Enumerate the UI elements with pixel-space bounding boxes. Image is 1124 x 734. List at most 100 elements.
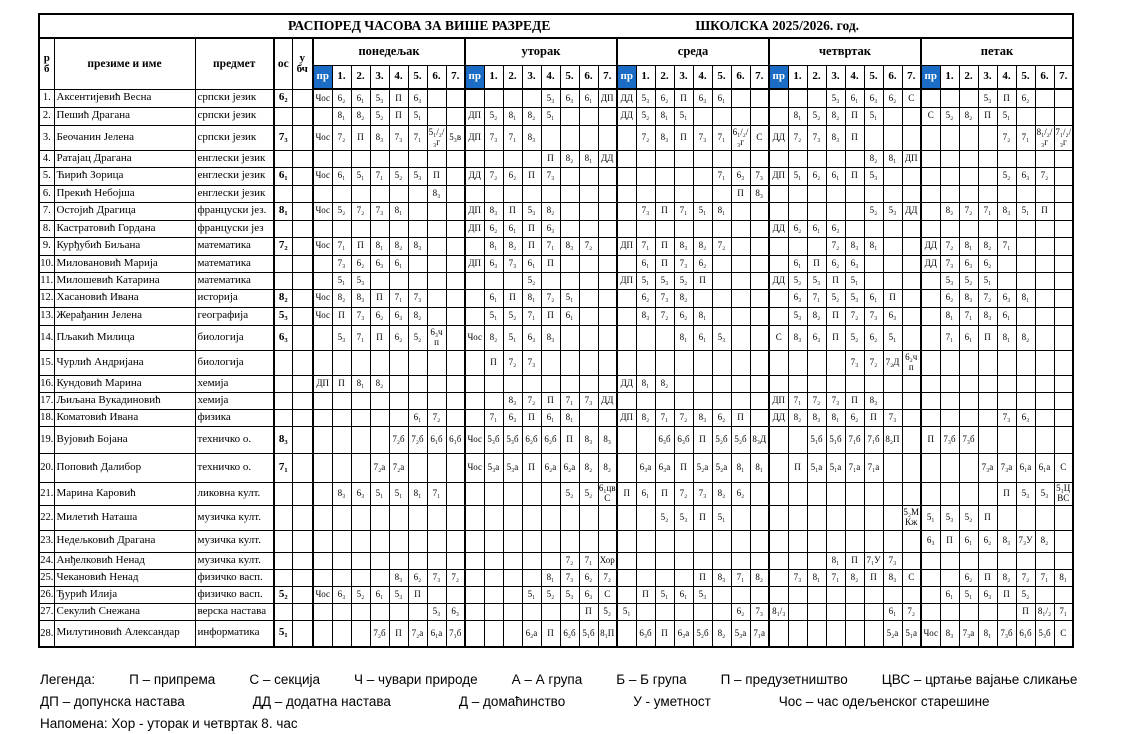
schedule-cell: 8₃ — [597, 425, 618, 454]
pre-period-cell — [920, 602, 941, 621]
pre-period-cell — [768, 481, 789, 506]
schedule-cell: 8₂ — [958, 106, 979, 126]
teacher-name: Кастратовић Гордана — [53, 219, 196, 238]
pre-period-cell: Чос — [312, 124, 333, 151]
schedule-cell — [635, 425, 656, 454]
schedule-cell: 8₃ — [787, 324, 808, 351]
schedule-cell: 8₁ — [730, 452, 751, 483]
homeroom-class: 7₂ — [273, 236, 293, 256]
subject-name: биологија — [194, 349, 275, 376]
schedule-cell: 5₃ — [331, 324, 352, 351]
schedule-cell — [958, 374, 979, 393]
schedule-cell — [578, 254, 599, 273]
schedule-cell — [445, 88, 466, 108]
schedule-cell: 5₂ — [502, 306, 523, 326]
pre-period-cell: ДП — [312, 374, 333, 393]
schedule-cell — [673, 374, 694, 393]
schedule-cell — [825, 374, 846, 393]
schedule-cell: 8₂ — [692, 236, 713, 256]
schedule-cell — [502, 551, 523, 570]
schedule-cell: 7₂ — [597, 568, 618, 587]
schedule-cell — [939, 124, 960, 151]
schedule-cell: 7₂а — [369, 452, 390, 483]
schedule-cell — [654, 391, 675, 410]
schedule-cell: 8₃ — [426, 184, 447, 203]
schedule-cell — [673, 219, 694, 238]
teacher-name: Беочанин Јелена — [53, 124, 196, 151]
schedule-cell — [806, 349, 827, 376]
schedule-cell: П — [825, 271, 846, 290]
schedule-cell — [369, 391, 390, 410]
schedule-cell — [692, 602, 713, 621]
schedule-cell — [1015, 236, 1036, 256]
ubc-cell — [291, 324, 314, 351]
schedule-cell: 7₂ — [521, 391, 542, 410]
pre-period-cell — [768, 201, 789, 221]
legend-item: П – предузетништво — [720, 672, 848, 687]
schedule-cell — [559, 166, 580, 186]
schedule-cell: 8₃ — [958, 288, 979, 308]
schedule-cell — [559, 201, 580, 221]
schedule-cell: П — [540, 391, 561, 410]
schedule-cell — [882, 106, 903, 126]
schedule-cell: 7₁ — [1053, 602, 1074, 621]
row-number: 17. — [38, 391, 55, 410]
period-header: 4. — [996, 65, 1017, 90]
schedule-cell — [901, 219, 922, 238]
schedule-cell — [1034, 504, 1055, 531]
homeroom-class — [273, 271, 293, 290]
schedule-cell — [863, 184, 884, 203]
table-row: 24. Анђелковић Ненад музичка култ. 7₂ 7₁ Хор 8… — [38, 551, 1074, 570]
schedule-cell — [863, 481, 884, 506]
schedule-cell: 7₂ — [844, 306, 865, 326]
pre-period-cell — [464, 288, 485, 308]
schedule-cell — [445, 306, 466, 326]
schedule-cell: 7₃ — [502, 254, 523, 273]
schedule-cell — [977, 408, 998, 427]
row-number: 12. — [38, 288, 55, 308]
period-header: 7. — [1053, 65, 1074, 90]
schedule-cell — [483, 374, 504, 393]
schedule-cell: 6₁ — [958, 324, 979, 351]
schedule-cell: 7₂а — [388, 452, 409, 483]
schedule-cell — [787, 425, 808, 454]
schedule-cell: 7₂а — [407, 619, 428, 648]
pre-period-cell — [464, 481, 485, 506]
ubc-cell — [291, 271, 314, 290]
pre-period-cell — [464, 149, 485, 168]
schedule-cell — [445, 201, 466, 221]
ubc-cell — [291, 529, 314, 553]
schedule-cell — [730, 529, 751, 553]
table-row: 19. Вујовић Бојана техничко о. 8₃ 7₂б 7₂б 6₁б 6… — [38, 425, 1074, 454]
schedule-cell: 8₂ — [369, 374, 390, 393]
schedule-cell — [426, 288, 447, 308]
schedule-cell: 7₃б — [939, 425, 960, 454]
schedule-cell: ДП — [597, 88, 618, 108]
schedule-cell — [730, 306, 751, 326]
schedule-cell — [426, 374, 447, 393]
schedule-cell: 5₂ — [958, 271, 979, 290]
schedule-cell — [426, 585, 447, 604]
pre-period-cell: Чос — [312, 306, 333, 326]
schedule-cell: 6₃ — [1015, 408, 1036, 427]
schedule-cell: 6₁ — [939, 585, 960, 604]
schedule-cell — [787, 88, 808, 108]
schedule-cell: 7₁ — [635, 236, 656, 256]
schedule-cell — [426, 349, 447, 376]
schedule-cell: 6₂а — [559, 452, 580, 483]
schedule-cell: 7₃а — [977, 452, 998, 483]
pre-period-cell — [920, 481, 941, 506]
schedule-cell — [597, 306, 618, 326]
schedule-cell — [1015, 551, 1036, 570]
pre-period-cell — [616, 288, 637, 308]
schedule-cell — [597, 349, 618, 376]
teacher-name: Милошевић Катарина — [53, 271, 196, 290]
schedule-cell: 6₃а — [635, 452, 656, 483]
schedule-cell — [673, 602, 694, 621]
schedule-cell — [1053, 585, 1074, 604]
schedule-cell: С — [597, 585, 618, 604]
pre-period-cell — [312, 391, 333, 410]
schedule-cell — [540, 271, 561, 290]
schedule-cell: 5₂ — [863, 201, 884, 221]
schedule-cell — [540, 551, 561, 570]
